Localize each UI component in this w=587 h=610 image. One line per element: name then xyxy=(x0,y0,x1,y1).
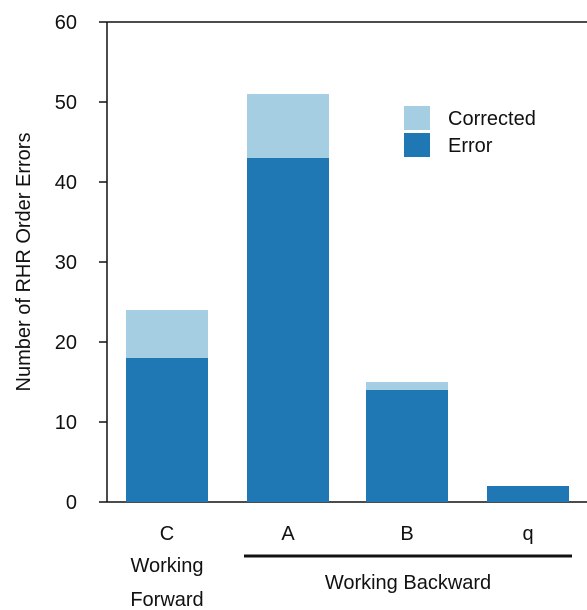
group-label-line: Forward xyxy=(130,589,203,610)
y-tick-label: 20 xyxy=(55,332,77,354)
x-tick-label: A xyxy=(281,523,295,545)
group-label-working-forward: Working Forward xyxy=(130,555,203,610)
legend-label-error: Error xyxy=(448,135,493,157)
bar-error-B xyxy=(366,390,448,502)
group-label-line: Working xyxy=(131,555,204,577)
y-tick-label: 50 xyxy=(55,92,77,114)
legend-swatch-corrected xyxy=(404,106,430,130)
y-tick-label: 10 xyxy=(55,412,77,434)
x-tick-label: q xyxy=(522,523,533,545)
group-label-working-backward: Working Backward xyxy=(325,572,491,594)
legend: Corrected Error xyxy=(404,106,536,157)
category-groups: Working Forward Working Backward xyxy=(130,554,572,610)
bars xyxy=(126,94,569,502)
legend-swatch-error xyxy=(404,133,430,157)
bar-corrected-B xyxy=(366,382,448,390)
legend-label-corrected: Corrected xyxy=(448,108,536,130)
y-tick-label: 40 xyxy=(55,172,77,194)
y-tick-label: 60 xyxy=(55,12,77,34)
y-axis-title: Number of RHR Order Errors xyxy=(13,133,35,392)
bar-error-q xyxy=(487,486,569,502)
y-tick-label: 30 xyxy=(55,252,77,274)
y-tick-label: 0 xyxy=(66,492,77,514)
bar-error-C xyxy=(126,358,208,502)
bar-error-A xyxy=(247,158,329,502)
bar-corrected-A xyxy=(247,94,329,158)
y-axis-ticks: 0 10 20 30 40 50 60 xyxy=(55,12,107,514)
bar-corrected-C xyxy=(126,310,208,358)
x-tick-label: B xyxy=(400,523,413,545)
x-tick-label: C xyxy=(160,523,174,545)
